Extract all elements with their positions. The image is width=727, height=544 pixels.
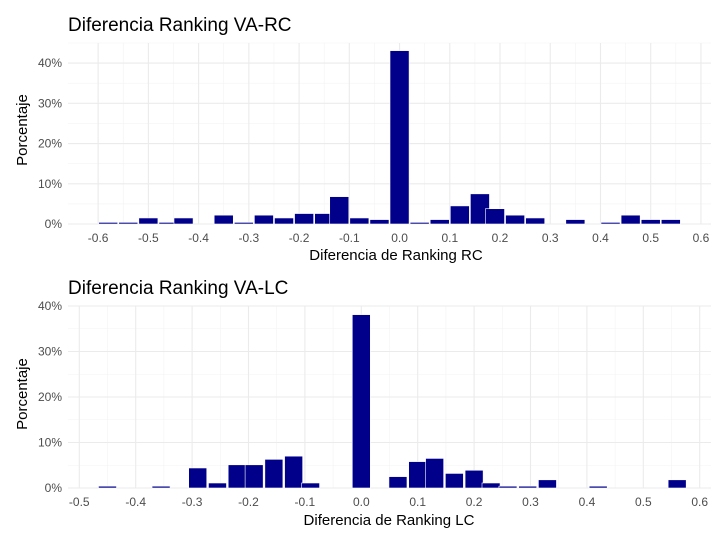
gridlines xyxy=(68,42,711,225)
y-tick-label: 30% xyxy=(38,345,62,359)
bar xyxy=(98,222,119,225)
bar xyxy=(138,217,159,225)
bar xyxy=(409,222,430,225)
y-tick-label: 30% xyxy=(38,96,62,110)
y-tick-label: 40% xyxy=(38,299,62,313)
bar xyxy=(525,217,546,225)
x-tick-label: -0.5 xyxy=(138,231,159,245)
y-tick-label: 10% xyxy=(38,177,62,191)
bar xyxy=(294,213,314,225)
x-tick-labels: -0.6 -0.5 -0.4 -0.3 -0.2 -0.1 0.0 0.1 0.2 0.3 0.4 0… xyxy=(88,231,710,245)
x-tick-labels: -0.5 -0.4 -0.3 -0.2 -0.1 0.0 0.1 0.2 0.3 0.4 0.5 0.… xyxy=(69,495,708,509)
x-tick-label: 0.2 xyxy=(492,231,509,245)
x-tick-label: 0.3 xyxy=(542,231,559,245)
x-tick-label: -0.4 xyxy=(125,495,146,509)
bar xyxy=(565,219,586,225)
x-tick-label: 0.1 xyxy=(441,231,458,245)
y-tick-labels: 0% 10% 20% 30% 40% xyxy=(38,299,62,495)
x-tick-label: 0.5 xyxy=(635,495,652,509)
bar xyxy=(660,219,681,225)
bar xyxy=(667,479,687,489)
bar xyxy=(449,205,470,225)
bar xyxy=(640,219,661,225)
bar xyxy=(254,214,274,225)
bar xyxy=(213,214,234,225)
x-tick-label: -0.2 xyxy=(238,495,259,509)
x-tick-label: 0.2 xyxy=(466,495,483,509)
x-tick-label: 0.3 xyxy=(522,495,539,509)
x-tick-label: 0.1 xyxy=(409,495,426,509)
bar xyxy=(329,196,350,225)
bar xyxy=(369,219,390,225)
x-tick-label: -0.1 xyxy=(339,231,360,245)
bar xyxy=(284,455,303,489)
bar xyxy=(151,485,171,489)
bar xyxy=(505,214,525,225)
bar xyxy=(408,461,428,489)
bar xyxy=(538,479,557,489)
bar xyxy=(351,314,371,489)
x-tick-label: -0.4 xyxy=(188,231,209,245)
bar xyxy=(227,464,247,489)
bar xyxy=(188,467,208,489)
bar xyxy=(445,473,464,489)
bar xyxy=(389,50,410,225)
x-tick-label: 0.0 xyxy=(391,231,408,245)
x-tick-label: 0.6 xyxy=(693,231,710,245)
x-tick-label: 0.4 xyxy=(579,495,596,509)
x-tick-label: -0.2 xyxy=(289,231,310,245)
x-tick-label: 0.5 xyxy=(642,231,659,245)
bar xyxy=(429,219,450,225)
bar xyxy=(485,208,505,225)
bar xyxy=(173,217,194,225)
bar xyxy=(388,476,408,489)
x-axis-title: Diferencia de Ranking LC xyxy=(304,512,475,529)
bar xyxy=(481,482,501,489)
y-axis-title: Porcentaje xyxy=(14,358,31,430)
x-tick-label: -0.3 xyxy=(182,495,203,509)
chart-title: Diferencia Ranking VA-RC xyxy=(68,15,292,36)
bar xyxy=(301,482,320,489)
bar xyxy=(600,222,621,225)
y-tick-label: 20% xyxy=(38,390,62,404)
bar xyxy=(498,485,518,489)
gridlines xyxy=(68,305,711,489)
bar xyxy=(518,485,538,489)
x-tick-label: -0.1 xyxy=(295,495,316,509)
y-tick-labels: 0% 10% 20% 30% 40% xyxy=(38,56,62,231)
x-tick-label: -0.3 xyxy=(239,231,260,245)
y-axis-title: Porcentaje xyxy=(14,94,31,166)
bar xyxy=(588,485,608,489)
y-tick-label: 0% xyxy=(45,217,63,231)
x-tick-label: 0.0 xyxy=(353,495,370,509)
bar xyxy=(274,217,294,225)
y-tick-label: 20% xyxy=(38,137,62,151)
bar xyxy=(264,459,284,489)
y-tick-label: 10% xyxy=(38,436,62,450)
bar xyxy=(118,222,139,225)
bar xyxy=(425,458,444,489)
chart-panel-lc: Diferencia Ranking VA-LC Diferencia de R… xyxy=(14,278,711,529)
chart-panel-rc: Diferencia Ranking VA-RC Diferencia de R… xyxy=(14,15,711,264)
x-tick-label: 0.4 xyxy=(592,231,609,245)
y-tick-label: 0% xyxy=(45,481,63,495)
chart-title: Diferencia Ranking VA-LC xyxy=(68,278,288,299)
x-tick-label: -0.6 xyxy=(88,231,109,245)
bar xyxy=(244,464,264,489)
bar xyxy=(464,469,484,489)
bars xyxy=(98,314,687,489)
bar xyxy=(620,214,641,225)
x-tick-label: -0.5 xyxy=(69,495,90,509)
bar xyxy=(349,217,370,225)
bar xyxy=(208,482,227,489)
x-tick-label: 0.6 xyxy=(691,495,708,509)
bar xyxy=(98,485,117,489)
y-tick-label: 40% xyxy=(38,56,62,70)
bar xyxy=(233,222,254,225)
x-axis-title: Diferencia de Ranking RC xyxy=(309,247,483,264)
bars xyxy=(98,50,681,225)
